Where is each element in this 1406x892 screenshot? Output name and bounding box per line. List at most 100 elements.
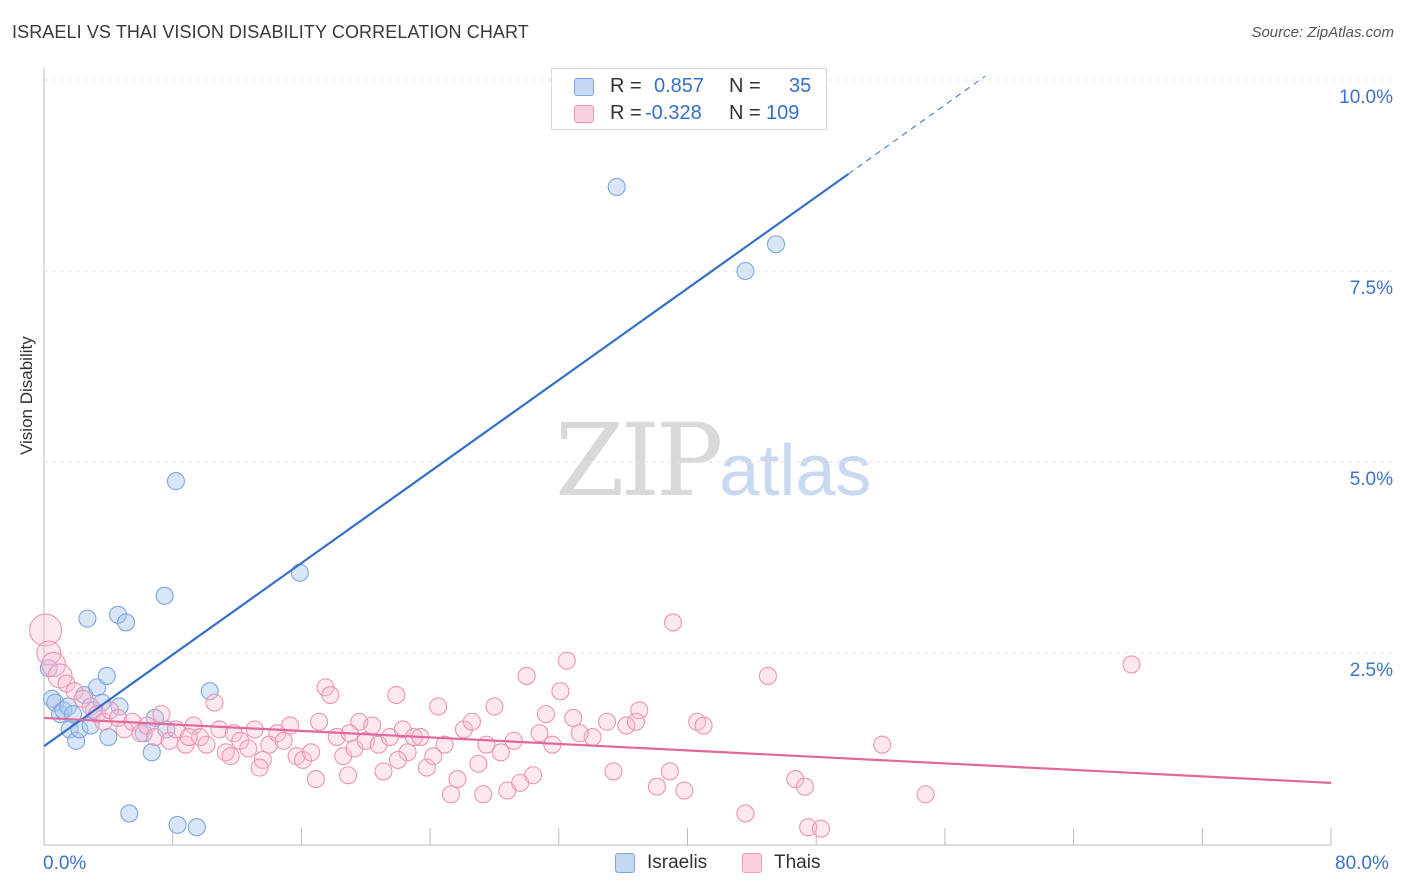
thai-point [145, 727, 165, 747]
thai-point [29, 613, 63, 647]
israeli-point [736, 261, 755, 281]
legend-r-label: R = [610, 102, 642, 124]
thai-point [41, 651, 67, 678]
thai-point [570, 724, 589, 743]
thai-point [417, 758, 436, 777]
thai-point [491, 743, 510, 762]
y-tick-label: 5.0% [1349, 469, 1393, 490]
x-tick-label-min: 0.0% [43, 853, 87, 874]
thai-point [131, 724, 150, 743]
legend-swatch-thais [742, 853, 762, 873]
thai-point [339, 766, 358, 785]
y-tick-label: 7.5% [1349, 278, 1393, 299]
chart-title: ISRAELI VS THAI VISION DISABILITY CORREL… [12, 22, 529, 42]
thai-point [310, 712, 329, 731]
legend-r-value: -0.328 [645, 102, 702, 124]
israeli-point [142, 743, 161, 762]
thai-point [795, 777, 814, 796]
israeli-point [200, 682, 219, 701]
legend-n-label: N = [729, 102, 761, 124]
thai-point [462, 712, 481, 731]
thai-point [387, 685, 406, 705]
thai-point [524, 766, 543, 785]
thai-point [441, 785, 461, 804]
thai-point [758, 666, 777, 685]
thai-point [675, 781, 694, 800]
thai-point [179, 727, 198, 747]
thai-point [435, 735, 454, 754]
thai-point [424, 747, 443, 766]
thai-point [250, 758, 269, 777]
israeli-point [67, 731, 86, 750]
israeli-point [290, 563, 309, 582]
thai-point [224, 724, 243, 743]
legend-n-label: N = [729, 75, 761, 97]
x-tick-label-max: 80.0% [1335, 853, 1389, 874]
thai-point [551, 682, 570, 701]
legend-n-value: 35 [789, 75, 812, 97]
legend-swatch-israelis [615, 853, 635, 873]
israeli-point [187, 818, 206, 837]
thai-point [239, 739, 258, 758]
thai-point [306, 770, 325, 789]
thai-point [1122, 655, 1141, 674]
israeli-point [110, 697, 129, 716]
israeli-point [78, 609, 97, 628]
israeli-point [166, 472, 185, 491]
thai-point [564, 708, 583, 727]
israeli-trend-extension [848, 75, 986, 175]
israeli-point [168, 815, 187, 834]
thai-point [660, 762, 679, 781]
israeli-point [766, 235, 786, 254]
y-axis-label: Vision Disability [17, 336, 36, 455]
israeli-point [97, 666, 116, 685]
thai-trend-line [43, 716, 1332, 784]
thai-point [598, 712, 617, 731]
y-tick-label: 2.5% [1349, 660, 1393, 681]
thai-point [630, 701, 649, 720]
legend-r-value: 0.857 [654, 75, 705, 97]
thai-point [736, 804, 755, 823]
source-label: Source: ZipAtlas.com [1251, 24, 1394, 41]
thai-point [626, 712, 646, 731]
thai-point [197, 735, 216, 754]
thai-point [647, 777, 666, 796]
israeli-point [607, 177, 626, 197]
thai-point [302, 743, 321, 762]
thai-point [873, 735, 892, 754]
israeli-point [99, 727, 118, 747]
thai-point [536, 705, 555, 724]
thai-point [321, 685, 340, 705]
thai-point [786, 770, 805, 789]
thai-point [221, 747, 240, 766]
thai-point [557, 651, 576, 670]
correlation-legend: R = 0.857 N = 35 R = -0.328 N = 109 [551, 68, 827, 130]
thai-point [398, 743, 417, 762]
thai-point [916, 785, 935, 804]
legend-label-israelis: Israelis [647, 852, 708, 873]
thai-point [363, 716, 382, 735]
thai-point [47, 663, 73, 689]
thai-point [485, 697, 504, 716]
y-tick-label: 10.0% [1339, 87, 1393, 108]
thai-point [663, 613, 683, 632]
thai-point [811, 819, 831, 838]
thai-point [448, 770, 467, 789]
thai-point [210, 720, 229, 739]
legend-label-thais: Thais [774, 852, 821, 873]
watermark: ZIPatlas [555, 402, 871, 519]
thai-point [517, 666, 536, 685]
thai-point [205, 693, 224, 712]
thai-point [374, 762, 393, 781]
legend-n-value: 109 [766, 102, 800, 124]
legend-swatch-thais [574, 105, 594, 123]
watermark-zip: ZIP [555, 402, 723, 519]
thai-point [474, 785, 493, 804]
thai-point [274, 731, 293, 750]
legend-r-label: R = [610, 75, 642, 97]
israeli-point [155, 586, 174, 605]
watermark-atlas: atlas [719, 431, 872, 511]
thai-point [694, 716, 713, 735]
legend-swatch-israelis [574, 78, 594, 96]
